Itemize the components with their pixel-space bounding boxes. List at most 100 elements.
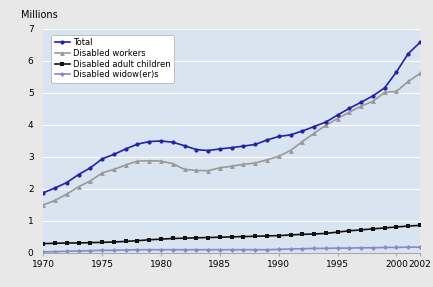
Disabled workers bbox=[359, 104, 364, 108]
Total bbox=[147, 140, 152, 143]
Total bbox=[265, 138, 270, 142]
Total bbox=[359, 100, 364, 104]
Line: Total: Total bbox=[41, 40, 422, 195]
Disabled workers bbox=[394, 90, 399, 93]
Disabled workers bbox=[347, 110, 352, 114]
Disabled adult children bbox=[217, 236, 223, 239]
Disabled workers bbox=[206, 169, 211, 172]
Line: Disabled workers: Disabled workers bbox=[41, 71, 423, 207]
Disabled workers bbox=[182, 168, 187, 171]
Disabled widow(er)s bbox=[135, 248, 140, 251]
Total bbox=[347, 106, 352, 110]
Disabled widow(er)s bbox=[359, 246, 364, 249]
Disabled adult children bbox=[111, 240, 116, 244]
Disabled widow(er)s bbox=[394, 246, 399, 249]
Disabled adult children bbox=[276, 234, 281, 237]
Disabled adult children bbox=[147, 238, 152, 241]
Total bbox=[229, 146, 234, 150]
Disabled adult children bbox=[182, 236, 187, 240]
Disabled widow(er)s bbox=[382, 246, 387, 249]
Disabled widow(er)s bbox=[276, 248, 281, 251]
Total bbox=[182, 144, 187, 148]
Disabled widow(er)s bbox=[311, 247, 317, 250]
Disabled workers bbox=[158, 159, 164, 163]
Disabled workers bbox=[335, 117, 340, 120]
Disabled adult children bbox=[252, 234, 258, 238]
Disabled workers bbox=[229, 164, 234, 168]
Total bbox=[88, 166, 93, 170]
Disabled widow(er)s bbox=[170, 248, 175, 251]
Disabled widow(er)s bbox=[417, 245, 423, 249]
Disabled widow(er)s bbox=[123, 248, 128, 252]
Total bbox=[123, 147, 128, 151]
Disabled widow(er)s bbox=[335, 246, 340, 250]
Disabled workers bbox=[370, 100, 375, 103]
Disabled workers bbox=[111, 168, 116, 171]
Total bbox=[394, 70, 399, 73]
Disabled widow(er)s bbox=[323, 247, 329, 250]
Disabled widow(er)s bbox=[41, 250, 46, 254]
Disabled adult children bbox=[335, 230, 340, 234]
Total bbox=[323, 120, 329, 124]
Disabled widow(er)s bbox=[52, 250, 58, 253]
Disabled adult children bbox=[158, 237, 164, 241]
Total bbox=[170, 141, 175, 144]
Total bbox=[135, 142, 140, 146]
Disabled adult children bbox=[288, 233, 293, 237]
Disabled adult children bbox=[76, 241, 81, 245]
Disabled workers bbox=[76, 185, 81, 188]
Disabled workers bbox=[323, 124, 329, 127]
Disabled adult children bbox=[382, 226, 387, 230]
Disabled workers bbox=[276, 155, 281, 158]
Total bbox=[217, 147, 223, 151]
Disabled adult children bbox=[206, 236, 211, 239]
Total bbox=[417, 41, 423, 44]
Disabled widow(er)s bbox=[406, 245, 411, 249]
Line: Disabled widow(er)s: Disabled widow(er)s bbox=[42, 245, 422, 254]
Disabled workers bbox=[241, 162, 246, 166]
Total bbox=[335, 113, 340, 117]
Disabled workers bbox=[147, 159, 152, 162]
Total bbox=[41, 191, 46, 195]
Disabled workers bbox=[217, 166, 223, 170]
Disabled adult children bbox=[311, 232, 317, 236]
Disabled widow(er)s bbox=[194, 248, 199, 251]
Disabled widow(er)s bbox=[229, 248, 234, 251]
Disabled adult children bbox=[52, 242, 58, 245]
Total bbox=[276, 135, 281, 138]
Disabled workers bbox=[252, 161, 258, 165]
Total bbox=[406, 52, 411, 55]
Disabled workers bbox=[52, 199, 58, 202]
Disabled workers bbox=[194, 169, 199, 172]
Disabled adult children bbox=[359, 228, 364, 232]
Disabled adult children bbox=[300, 232, 305, 236]
Disabled adult children bbox=[370, 227, 375, 231]
Disabled adult children bbox=[265, 234, 270, 238]
Disabled adult children bbox=[100, 241, 105, 244]
Disabled widow(er)s bbox=[300, 247, 305, 251]
Total bbox=[370, 94, 375, 98]
Disabled widow(er)s bbox=[288, 247, 293, 251]
Disabled widow(er)s bbox=[64, 250, 69, 253]
Disabled workers bbox=[311, 131, 317, 135]
Disabled workers bbox=[300, 140, 305, 143]
Total bbox=[100, 157, 105, 161]
Disabled adult children bbox=[123, 240, 128, 243]
Disabled widow(er)s bbox=[147, 248, 152, 251]
Total bbox=[64, 181, 69, 184]
Disabled widow(er)s bbox=[217, 248, 223, 251]
Disabled adult children bbox=[394, 225, 399, 229]
Disabled widow(er)s bbox=[265, 248, 270, 251]
Total bbox=[288, 133, 293, 137]
Disabled widow(er)s bbox=[111, 249, 116, 252]
Disabled widow(er)s bbox=[347, 246, 352, 250]
Disabled adult children bbox=[241, 235, 246, 238]
Text: Millions: Millions bbox=[21, 10, 58, 20]
Disabled workers bbox=[382, 91, 387, 94]
Disabled workers bbox=[406, 80, 411, 83]
Disabled workers bbox=[288, 149, 293, 152]
Line: Disabled adult children: Disabled adult children bbox=[41, 223, 422, 246]
Total bbox=[52, 186, 58, 190]
Disabled workers bbox=[100, 171, 105, 175]
Disabled adult children bbox=[64, 241, 69, 245]
